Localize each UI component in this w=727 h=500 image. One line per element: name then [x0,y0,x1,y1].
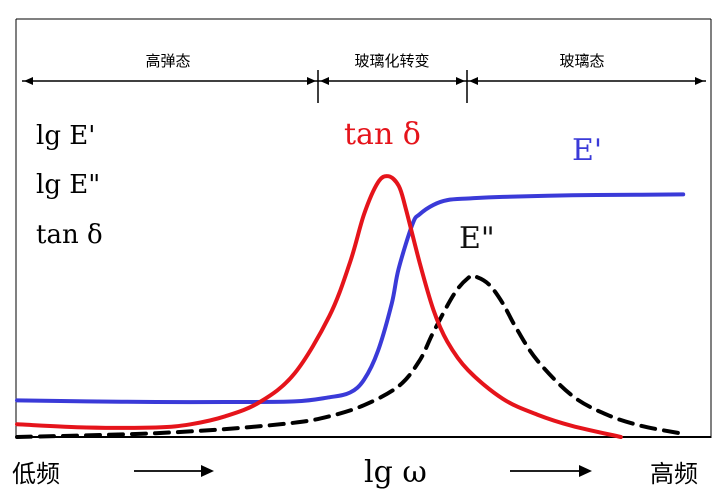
series-label-tan-delta: tan δ [344,117,421,152]
series-curve-e-double-prime [15,273,686,439]
series-label-e-double-prime: E" [459,221,495,256]
arrow-left-head [201,465,214,477]
ylabel-lg-e-prime: lg E' [36,121,95,151]
region-label-glassy: 玻璃态 [559,52,604,70]
series-curve-e-prime [15,192,686,405]
region-label-transition: 玻璃化转变 [354,52,429,70]
ylabel-lg-e-double-prime: lg E" [36,170,100,200]
xlabel-high-frequency: 高频 [650,460,698,488]
region-arrow-1a [307,77,316,85]
series-curve-tan-delta [15,174,623,439]
region-arrow-left-end [24,77,33,85]
curves [15,174,686,439]
region-label-rubbery: 高弹态 [145,52,190,70]
ylabel-tan-delta: tan δ [36,220,103,250]
arrow-right-head [579,465,592,477]
region-arrow-1b [320,77,329,85]
series-label-e-prime: E' [572,133,602,168]
region-arrow-right-end [695,77,704,85]
region-arrow-2a [456,77,465,85]
xlabel-low-frequency: 低频 [12,460,60,488]
xlabel-lg-omega: lg ω [364,455,427,490]
region-arrow-2b [469,77,478,85]
